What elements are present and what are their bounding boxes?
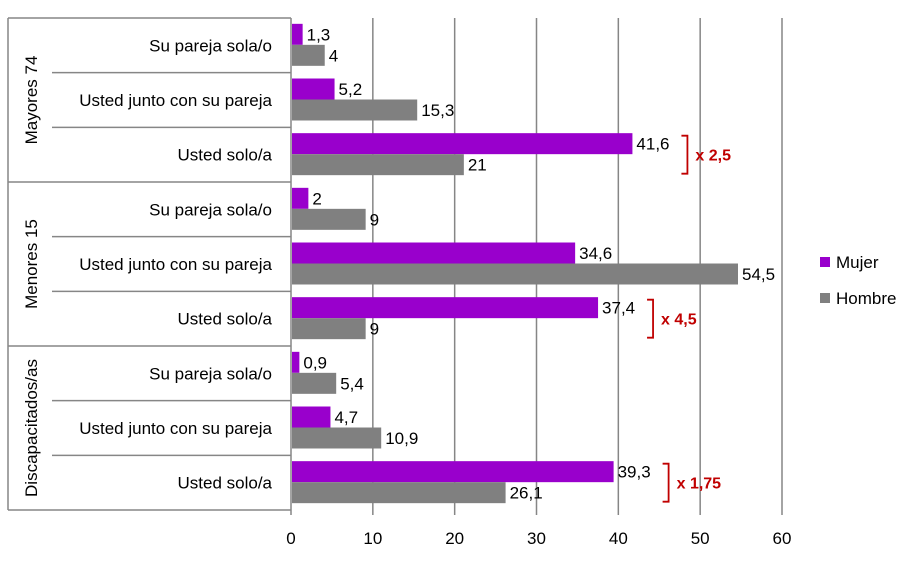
data-label: 5,2 — [339, 80, 363, 99]
data-label: 39,3 — [618, 463, 651, 482]
data-label: 15,3 — [421, 101, 454, 120]
bar-mujer — [292, 133, 633, 155]
data-label: 9 — [370, 320, 379, 339]
data-label: 21 — [468, 156, 487, 175]
legend-swatch-mujer — [820, 257, 830, 267]
x-tick-label: 60 — [773, 529, 792, 548]
legend-label: Hombre — [836, 289, 896, 308]
data-label: 5,4 — [340, 374, 364, 393]
legend-swatch-hombre — [820, 293, 830, 303]
category-label: Su pareja sola/o — [149, 364, 272, 383]
bar-hombre — [292, 99, 418, 121]
data-label: 0,9 — [303, 353, 327, 372]
bar-mujer — [292, 23, 303, 45]
category-label: Su pareja sola/o — [149, 36, 272, 55]
bracket-icon — [662, 462, 670, 503]
data-label: 4,7 — [334, 408, 358, 427]
bar-mujer — [292, 351, 300, 373]
bar-hombre — [292, 372, 337, 394]
category-label: Usted junto con su pareja — [79, 255, 272, 274]
bar-mujer — [292, 187, 309, 209]
category-label: Usted solo/a — [178, 146, 273, 165]
bar-hombre — [292, 208, 366, 230]
bracket-icon — [647, 298, 654, 339]
bar-hombre — [292, 318, 366, 340]
x-tick-label: 40 — [609, 529, 628, 548]
x-tick-label: 50 — [691, 529, 710, 548]
data-label: 54,5 — [742, 265, 775, 284]
bar-mujer — [292, 297, 599, 319]
ratio-annotation: x 1,75 — [677, 476, 722, 493]
category-label: Usted junto con su pareja — [79, 91, 272, 110]
group-label: Menores 15 — [22, 219, 41, 309]
bar-mujer — [292, 242, 576, 264]
category-label: Su pareja sola/o — [149, 200, 272, 219]
bar-hombre — [292, 427, 382, 449]
category-label: Usted junto con su pareja — [79, 419, 272, 438]
data-label: 4 — [329, 46, 338, 65]
group-label: Discapacitados/as — [22, 359, 41, 497]
group-label: Mayores 74 — [22, 56, 41, 145]
bar-hombre — [292, 154, 464, 176]
category-label: Usted solo/a — [178, 474, 273, 493]
x-tick-label: 10 — [363, 529, 382, 548]
bracket-icon — [681, 134, 689, 175]
data-label: 26,1 — [510, 484, 543, 503]
data-label: 2 — [312, 189, 321, 208]
x-tick-label: 20 — [445, 529, 464, 548]
bar-mujer — [292, 461, 614, 483]
bar-mujer — [292, 406, 331, 428]
ratio-annotation: x 4,5 — [661, 312, 697, 329]
bar-hombre — [292, 44, 325, 66]
legend-label: Mujer — [836, 253, 879, 272]
x-tick-label: 30 — [527, 529, 546, 548]
data-label: 41,6 — [636, 135, 669, 154]
data-label: 9 — [370, 210, 379, 229]
bar-hombre — [292, 482, 506, 504]
x-tick-label: 0 — [286, 529, 295, 548]
data-label: 37,4 — [602, 299, 635, 318]
ratio-annotation: x 2,5 — [695, 148, 731, 165]
data-label: 1,3 — [307, 25, 331, 44]
bar-mujer — [292, 78, 335, 100]
bar-hombre — [292, 263, 738, 285]
category-label: Usted solo/a — [178, 310, 273, 329]
data-label: 10,9 — [385, 429, 418, 448]
data-label: 34,6 — [579, 244, 612, 263]
